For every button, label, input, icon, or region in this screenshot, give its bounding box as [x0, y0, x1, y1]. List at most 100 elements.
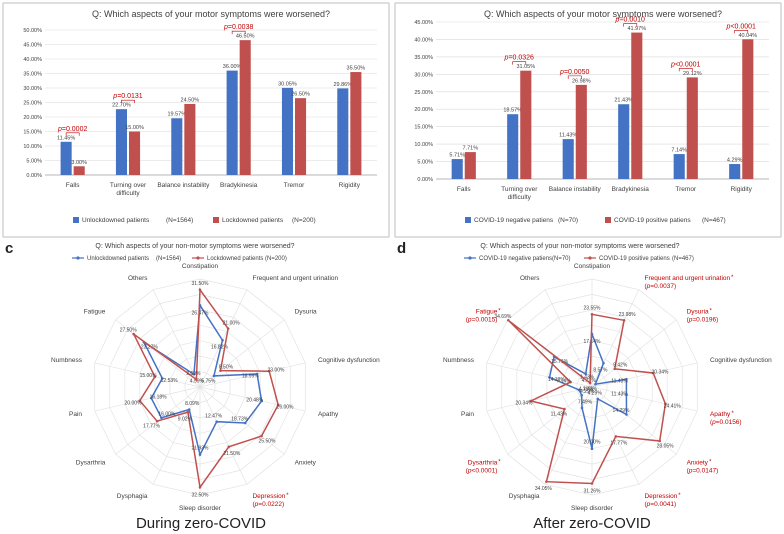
radar-point	[596, 397, 600, 401]
significance-label: p<0.0001	[726, 23, 757, 30]
x-category-label: Balance instability	[549, 186, 602, 193]
radar-axis-label: Apathy	[710, 411, 731, 418]
radar-axis-label: Sleep disorder	[179, 505, 222, 512]
bar-series2	[184, 103, 196, 175]
radar-spoke	[199, 362, 306, 388]
bar-series2	[129, 131, 141, 175]
bar-data-label: 36.00%	[223, 64, 242, 70]
bar-series2	[742, 39, 754, 180]
radar-axis-label: Frequent and urgent urination	[252, 275, 338, 282]
radar-data-label: 26.47%	[192, 310, 210, 316]
radar-data-label: 26.00%	[277, 404, 295, 410]
x-category-label: Falls	[457, 186, 471, 193]
radar-spoke	[199, 289, 248, 388]
legend-label: COVID-19 negative patiens	[479, 256, 552, 262]
radar-spoke	[544, 386, 593, 485]
radar-data-label: 11.43%	[611, 379, 628, 385]
radar-data-label: 16.82%	[211, 345, 229, 351]
radar-axis-pvalue: (p<0.0001)	[466, 467, 498, 474]
chart-frame	[394, 2, 782, 238]
radar-data-label: 4.29%	[580, 389, 595, 395]
radar-data-label: 18.99%	[242, 374, 260, 380]
legend-label: Lockdowned patients	[222, 217, 284, 224]
radar-axis-label: Anxiety	[687, 459, 709, 466]
radar-data-label: 4.59%	[190, 379, 205, 385]
bar-series1	[337, 88, 349, 175]
significance-bracket	[121, 99, 135, 104]
y-tick-label: 0.00%	[26, 173, 42, 179]
y-tick-label: 10.00%	[23, 144, 42, 150]
x-category-label: Bradykinesia	[612, 186, 650, 193]
radar-point	[227, 445, 231, 449]
radar-point	[215, 420, 218, 423]
bar-data-label: 15.00%	[125, 125, 144, 131]
bar-data-label: 22.70%	[112, 103, 131, 109]
radar-data-label: 16.00%	[158, 411, 176, 417]
radar-data-label: 8.50%	[219, 364, 234, 370]
y-tick-label: 15.00%	[23, 130, 42, 136]
significance-bracket	[734, 30, 749, 34]
significance-star: *	[710, 309, 713, 315]
legend-n: (N=467)	[702, 217, 726, 224]
radar-data-label: 12.53%	[161, 378, 179, 384]
legend-n: (N=1564)	[166, 217, 193, 224]
radar-data-label: 21.00%	[223, 320, 241, 326]
x-category-label: Rigidity	[731, 186, 753, 193]
radar-spoke	[152, 289, 201, 388]
x-category-label: Turning over	[501, 186, 538, 193]
radar-point	[614, 435, 618, 438]
radar-data-label: 25.50%	[259, 438, 277, 444]
bar-series1	[673, 154, 685, 179]
y-tick-label: 35.00%	[414, 55, 433, 61]
radar-point	[563, 407, 566, 411]
radar-axis-label: Constipation	[182, 263, 219, 270]
radar-axis-pvalue: (p=0.0037)	[644, 283, 676, 290]
radar-data-label: 15.71%	[551, 359, 569, 365]
radar-data-label: 4.71%	[582, 378, 597, 384]
legend-marker	[588, 256, 592, 260]
radar-data-label: 2.69%	[186, 371, 201, 377]
radar-point	[212, 374, 216, 378]
radar-point	[260, 434, 263, 438]
radar-point	[590, 482, 594, 485]
radar-spoke	[486, 386, 593, 412]
legend-n: (N=200)	[265, 256, 287, 262]
significance-bracket	[623, 23, 638, 27]
radar-axis-label: Dysphagia	[509, 493, 540, 500]
caption-after: After zero-COVID	[533, 515, 651, 532]
bar-series2	[464, 152, 476, 179]
y-tick-label: 45.00%	[23, 43, 42, 49]
radar-spoke	[152, 386, 201, 485]
radar-point	[160, 416, 163, 420]
radar-point	[221, 338, 224, 342]
significance-bracket	[512, 61, 527, 65]
significance-bracket	[678, 68, 693, 72]
bar-data-label: 19.57%	[167, 112, 186, 118]
significance-bracket	[567, 75, 582, 79]
legend-swatch	[605, 217, 611, 223]
legend-n: (N=70)	[552, 256, 571, 262]
panel-label-d: d	[397, 240, 406, 257]
bar-data-label: 7.14%	[671, 148, 687, 154]
radar-axis-label: Pain	[69, 411, 82, 418]
radar-axis-label: Numbness	[443, 357, 475, 364]
significance-label: p=0.0002	[57, 126, 88, 133]
radar-axis-pvalue: (p=0.0196)	[687, 317, 719, 324]
chart-title: Q: Which aspects of your motor symptoms …	[484, 9, 722, 19]
radar-point	[529, 399, 533, 403]
radar-axis-label: Cognitive dysfunction	[318, 357, 380, 364]
bar-data-label: 11.43%	[559, 133, 577, 139]
significance-label: p=0.0131	[112, 93, 143, 100]
x-category-label: Falls	[66, 182, 80, 189]
radar-point	[584, 372, 587, 376]
radar-data-label: 11.43%	[611, 391, 628, 397]
radar-point	[255, 372, 259, 376]
radar-axis-pvalue: (p=0.0147)	[687, 467, 719, 474]
radar-point	[602, 361, 605, 365]
bar-data-label: 46.50%	[236, 34, 255, 40]
radar-axis-label: Dysarthria	[468, 459, 498, 466]
radar-point	[186, 410, 190, 414]
radar-axis-label: Dysuria	[295, 309, 317, 316]
radar-point	[548, 375, 551, 379]
legend-marker	[468, 256, 472, 260]
